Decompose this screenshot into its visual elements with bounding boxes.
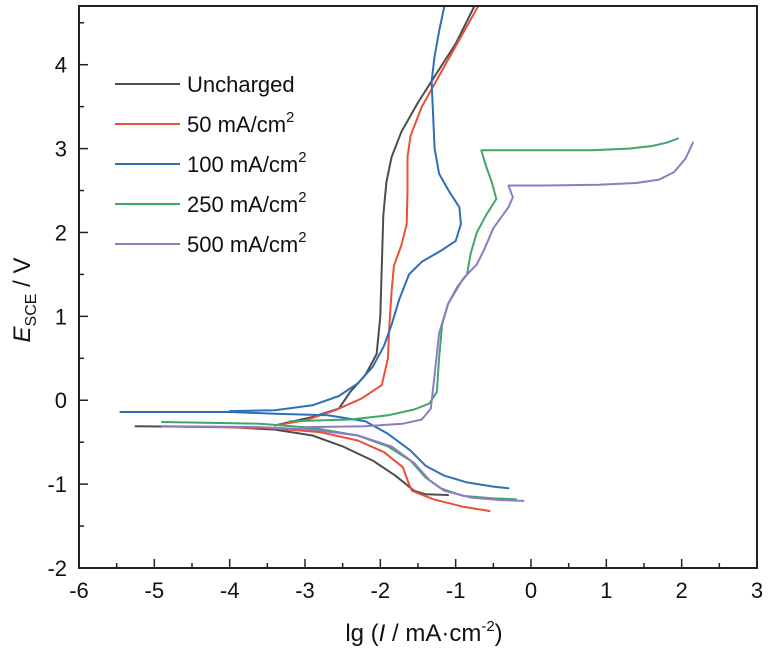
x-tick-label: -5 xyxy=(145,578,165,603)
series-line-uncharged-anodic xyxy=(273,5,476,427)
x-tick-label: 0 xyxy=(525,578,537,603)
x-tick-label: 1 xyxy=(600,578,612,603)
legend-item-50-ma-cm2: 50 mA/cm2 xyxy=(115,109,294,137)
x-tick-label: -3 xyxy=(295,578,315,603)
y-tick-label: -2 xyxy=(47,556,67,581)
y-tick-label: 2 xyxy=(55,220,67,245)
y-axis-title: ESCE / V xyxy=(9,258,40,343)
x-tick-label: -6 xyxy=(69,578,89,603)
legend-item-500-ma-cm2: 500 mA/cm2 xyxy=(115,229,307,257)
x-tick-label: 3 xyxy=(751,578,763,603)
legend-label: 50 mA/cm2 xyxy=(187,109,294,137)
legend-item-uncharged: Uncharged xyxy=(115,72,295,97)
x-tick-label: -4 xyxy=(220,578,240,603)
y-tick-label: 1 xyxy=(55,304,67,329)
legend: Uncharged 50 mA/cm2 100 mA/cm2 250 mA/cm2 50… xyxy=(115,72,307,257)
legend-label: 500 mA/cm2 xyxy=(187,229,307,257)
x-tick-label: -2 xyxy=(371,578,391,603)
series-line-uncharged-cathodic xyxy=(134,425,450,496)
legend-label: Uncharged xyxy=(187,72,295,97)
y-tick-label: 4 xyxy=(55,53,67,78)
legend-item-100-ma-cm2: 100 mA/cm2 xyxy=(115,149,307,177)
y-tick-label: -1 xyxy=(47,472,67,497)
y-tick-label: 3 xyxy=(55,137,67,162)
x-tick-label: 2 xyxy=(676,578,688,603)
x-tick-label: -1 xyxy=(446,578,466,603)
series-line-250-ma-cm2-anodic xyxy=(288,137,679,423)
plot-frame xyxy=(78,5,758,569)
series-line-500-ma-cm2-anodic xyxy=(304,141,694,429)
y-tick-label: 0 xyxy=(55,388,67,413)
legend-label: 100 mA/cm2 xyxy=(187,149,307,177)
series-line-50-ma-cm2-anodic xyxy=(273,5,480,427)
plot-curves xyxy=(119,5,694,512)
series-line-100-ma-cm2-cathodic xyxy=(119,411,510,490)
series-line-100-ma-cm2-anodic xyxy=(228,5,462,413)
legend-item-250-ma-cm2: 250 mA/cm2 xyxy=(115,189,307,217)
legend-label: 250 mA/cm2 xyxy=(187,189,307,217)
x-axis: -6 -5 -4 -3 -2 -1 0 1 2 3 xyxy=(69,559,763,603)
series-line-50-ma-cm2-cathodic xyxy=(160,425,491,512)
x-axis-title: lg (I / mA·cm-2) xyxy=(345,618,502,647)
series-line-500-ma-cm2-cathodic xyxy=(160,425,525,502)
y-axis: -2 -1 0 1 2 3 4 xyxy=(47,22,88,581)
